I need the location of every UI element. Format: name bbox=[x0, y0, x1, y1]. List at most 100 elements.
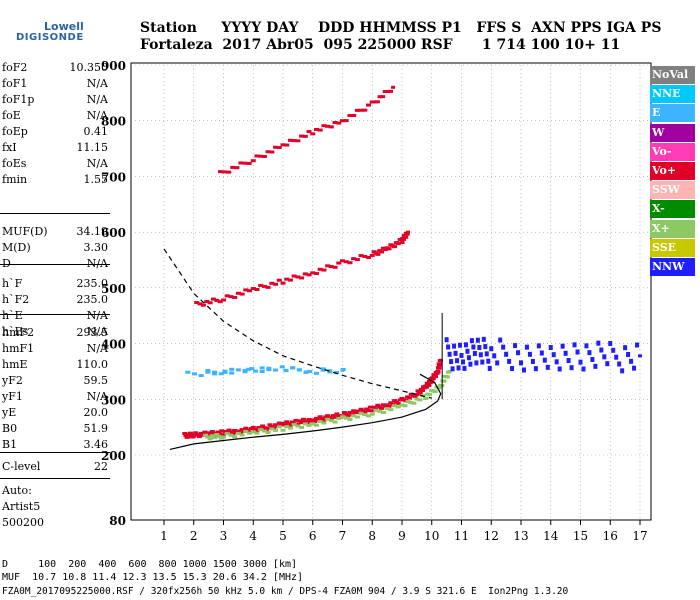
echo-mark bbox=[321, 268, 327, 272]
echo-mark bbox=[481, 336, 486, 342]
param-row-clevel: C-level 22 bbox=[2, 459, 108, 475]
param-label: hmE bbox=[2, 358, 28, 371]
echo-mark bbox=[280, 281, 286, 285]
y-tick-label: 600 bbox=[101, 226, 126, 240]
echo-mark bbox=[351, 257, 357, 261]
echo-mark bbox=[317, 267, 323, 271]
y-tick-label: 900 bbox=[101, 59, 126, 73]
echo-mark bbox=[291, 139, 297, 143]
legend-item-nne: NNE bbox=[650, 85, 695, 104]
echo-mark bbox=[524, 344, 529, 350]
echo-mark bbox=[254, 429, 260, 433]
echo-mark bbox=[369, 253, 375, 257]
echo-mark bbox=[358, 411, 364, 415]
echo-mark bbox=[436, 366, 442, 370]
param-divider bbox=[0, 478, 110, 479]
param-row-he: h`E N/A bbox=[2, 308, 108, 324]
param-row-fof2: foF2 10.350 bbox=[2, 60, 108, 76]
legend-item-vo: Vo+ bbox=[650, 162, 695, 180]
echo-mark bbox=[424, 385, 430, 389]
echo-mark bbox=[377, 405, 383, 409]
echo-mark bbox=[291, 274, 297, 278]
echo-mark bbox=[222, 430, 228, 434]
x-tick-label: 3 bbox=[220, 529, 228, 543]
echo-mark bbox=[312, 420, 318, 424]
echo-mark bbox=[260, 424, 266, 428]
legend-item-noval: NoVal bbox=[650, 66, 695, 84]
echo-mark bbox=[310, 132, 316, 136]
param-label: yF2 bbox=[2, 374, 23, 387]
echo-mark bbox=[587, 350, 592, 356]
param-label: yF1 bbox=[2, 390, 23, 403]
echo-mark bbox=[196, 435, 202, 439]
echo-mark bbox=[289, 420, 295, 424]
echo-mark bbox=[372, 100, 378, 104]
auto-label: Auto: bbox=[2, 484, 32, 497]
echo-mark bbox=[235, 291, 241, 295]
echo-mark bbox=[328, 125, 334, 129]
echo-mark bbox=[462, 365, 467, 371]
x-tick-label: 14 bbox=[543, 529, 559, 543]
echo-mark bbox=[560, 343, 565, 349]
echo-mark bbox=[367, 405, 373, 409]
echo-mark bbox=[191, 372, 197, 376]
echo-mark bbox=[366, 255, 372, 259]
param-label: B1 bbox=[2, 438, 18, 451]
echo-mark bbox=[489, 346, 494, 352]
param-value: N/A bbox=[86, 342, 108, 355]
echo-mark bbox=[256, 426, 262, 430]
echo-mark bbox=[340, 259, 345, 263]
echo-mark bbox=[369, 412, 375, 416]
echo-mark bbox=[266, 366, 272, 370]
echo-mark bbox=[504, 351, 509, 357]
echo-mark bbox=[239, 428, 245, 432]
echo-mark bbox=[182, 432, 188, 435]
echo-mark bbox=[432, 375, 438, 379]
echo-mark bbox=[254, 154, 260, 158]
echo-mark bbox=[351, 409, 357, 413]
x-tick-label: 5 bbox=[279, 529, 287, 543]
echo-mark bbox=[444, 337, 449, 343]
echo-mark bbox=[328, 265, 334, 269]
echo-mark bbox=[295, 275, 301, 279]
echo-mark bbox=[527, 351, 532, 357]
echo-mark bbox=[319, 417, 325, 421]
echo-mark bbox=[469, 338, 474, 344]
echo-mark bbox=[321, 418, 327, 422]
echo-mark bbox=[349, 412, 355, 416]
echo-mark bbox=[351, 414, 357, 418]
echo-mark bbox=[487, 365, 492, 371]
echo-mark bbox=[373, 408, 379, 412]
echo-mark bbox=[232, 435, 238, 439]
echo-mark bbox=[557, 366, 562, 372]
echo-mark bbox=[310, 271, 316, 275]
echo-mark bbox=[215, 430, 221, 434]
echo-mark bbox=[332, 265, 338, 269]
param-label: MUF(D) bbox=[2, 225, 48, 238]
echo-mark bbox=[313, 416, 319, 420]
echo-mark bbox=[279, 365, 285, 369]
param-divider bbox=[0, 213, 110, 214]
echo-mark bbox=[207, 301, 213, 305]
echo-mark bbox=[379, 406, 385, 410]
echo-mark bbox=[358, 407, 364, 411]
echo-mark bbox=[235, 431, 241, 435]
echo-mark bbox=[429, 380, 435, 384]
param-value: N/A bbox=[86, 390, 108, 403]
echo-mark bbox=[209, 434, 215, 438]
echo-mark bbox=[221, 433, 226, 437]
echo-mark bbox=[317, 128, 323, 132]
echo-mark bbox=[317, 420, 323, 424]
echo-mark bbox=[343, 260, 349, 264]
param-label: foEp bbox=[2, 125, 28, 138]
echo-mark bbox=[273, 368, 279, 372]
echo-mark bbox=[194, 433, 200, 437]
echo-mark bbox=[204, 299, 210, 303]
x-tick-label: 9 bbox=[398, 529, 406, 543]
echo-mark bbox=[510, 365, 515, 371]
param-label: fmin bbox=[2, 173, 28, 186]
echo-mark bbox=[385, 89, 391, 93]
echo-mark bbox=[572, 342, 577, 348]
echo-mark bbox=[299, 421, 305, 425]
echo-mark bbox=[284, 143, 290, 147]
